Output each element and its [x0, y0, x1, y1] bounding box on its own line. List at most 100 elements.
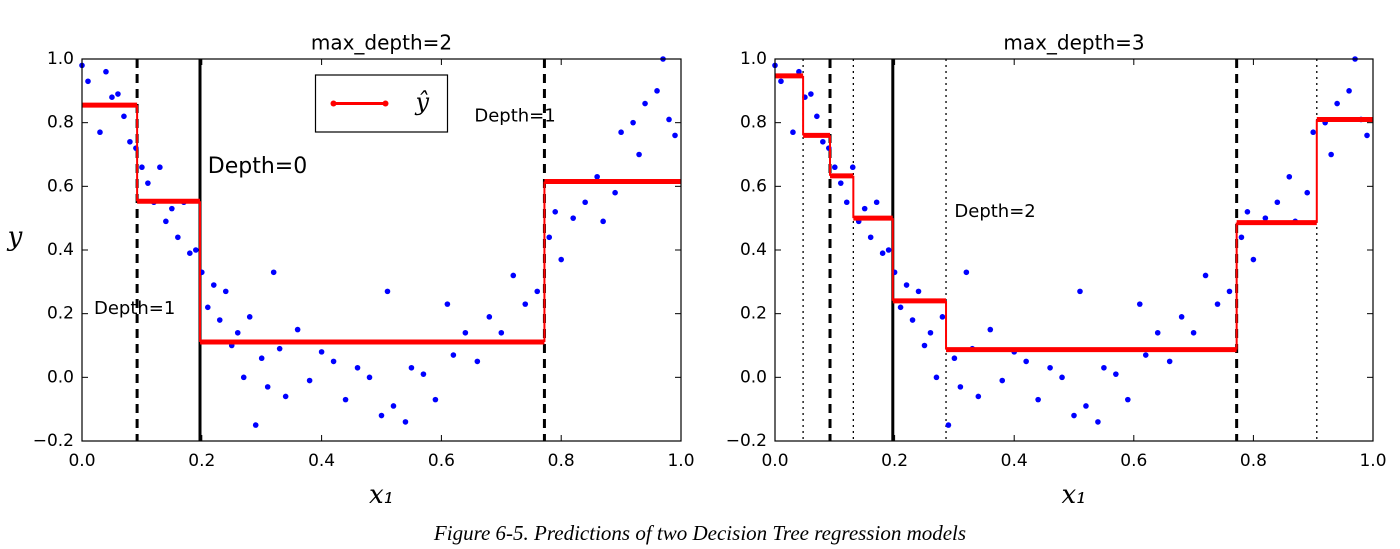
- point: [1202, 272, 1209, 279]
- point: [1178, 314, 1185, 320]
- point: [163, 218, 169, 225]
- point: [1304, 189, 1311, 196]
- point: [1154, 329, 1161, 336]
- point: [474, 358, 481, 365]
- legend-label: ŷ: [415, 88, 430, 116]
- point: [270, 269, 277, 276]
- annotation: Depth=1: [94, 298, 175, 319]
- x-tick-label: 1.0: [1359, 451, 1386, 471]
- point: [1328, 151, 1334, 158]
- y-tick-label: 0.0: [740, 367, 767, 387]
- point: [121, 113, 127, 120]
- point: [945, 422, 952, 428]
- point: [193, 247, 199, 253]
- point: [175, 234, 181, 241]
- y-tick-label: 0.2: [740, 304, 767, 324]
- point: [999, 377, 1006, 384]
- point: [187, 250, 193, 256]
- point: [1226, 288, 1233, 295]
- point: [594, 173, 600, 180]
- chart-title: max_depth=3: [1003, 31, 1144, 55]
- point: [642, 100, 648, 107]
- point: [240, 374, 247, 381]
- point: [861, 205, 868, 212]
- point: [378, 412, 385, 419]
- point: [1238, 234, 1245, 241]
- point: [1142, 352, 1149, 358]
- point: [843, 199, 850, 206]
- chart-title: max_depth=2: [311, 31, 452, 55]
- y-tick-label: 0.0: [47, 367, 74, 387]
- point: [1136, 301, 1143, 307]
- point: [1023, 358, 1029, 365]
- point: [1250, 256, 1257, 263]
- point: [408, 364, 415, 371]
- y-tick-label: 0.2: [47, 304, 74, 324]
- point: [402, 419, 409, 425]
- point: [210, 282, 217, 288]
- point: [1071, 412, 1077, 419]
- point: [963, 269, 970, 276]
- annotation: Depth=2: [954, 201, 1035, 222]
- point: [867, 234, 874, 241]
- point: [234, 329, 241, 336]
- y-tick-label: 0.4: [740, 240, 767, 260]
- point: [1334, 100, 1340, 107]
- point: [252, 422, 259, 428]
- point: [534, 288, 541, 295]
- point: [432, 396, 439, 403]
- point: [570, 215, 576, 221]
- point: [796, 68, 802, 75]
- x-tick-label: 0.2: [881, 451, 908, 471]
- x-tick-label: 0.4: [308, 451, 335, 471]
- point: [366, 374, 373, 381]
- point: [420, 371, 427, 377]
- point: [1274, 199, 1281, 206]
- point: [264, 384, 271, 390]
- point: [1364, 132, 1370, 139]
- point: [85, 78, 91, 85]
- y-tick-label: −0.2: [33, 431, 74, 451]
- point: [276, 345, 283, 352]
- point: [1262, 215, 1269, 221]
- x-tick-label: 0.2: [188, 451, 215, 471]
- point: [462, 329, 469, 336]
- point: [873, 199, 880, 206]
- point: [636, 151, 642, 158]
- point: [672, 132, 678, 139]
- point: [282, 393, 289, 400]
- point: [582, 199, 588, 206]
- annotation: Depth=0: [208, 154, 307, 179]
- point: [927, 329, 934, 336]
- point: [666, 116, 672, 123]
- y-tick-label: 0.6: [740, 176, 767, 196]
- y-tick-label: 1.0: [740, 49, 767, 69]
- y-axis-label: y: [7, 222, 23, 252]
- point: [169, 205, 175, 212]
- point: [384, 288, 391, 295]
- x-axis-label: x₁: [1061, 480, 1086, 510]
- point: [957, 384, 964, 390]
- x-tick-label: 0.0: [761, 451, 788, 471]
- point: [306, 377, 313, 384]
- point: [510, 272, 517, 279]
- point: [1166, 358, 1173, 365]
- point: [450, 352, 457, 358]
- point: [1035, 396, 1041, 403]
- point: [258, 355, 265, 362]
- point: [97, 129, 103, 136]
- point: [103, 68, 109, 75]
- point: [849, 164, 856, 171]
- y-tick-label: 1.0: [47, 49, 74, 69]
- point: [390, 403, 397, 409]
- point: [879, 250, 886, 256]
- legend-swatch: [382, 100, 389, 107]
- point: [618, 129, 624, 136]
- point: [975, 393, 982, 400]
- point: [790, 129, 796, 136]
- caption: Figure 6-5. Predictions of two Decision …: [433, 521, 966, 545]
- point: [139, 164, 145, 171]
- point: [157, 164, 163, 171]
- point: [1113, 371, 1119, 377]
- point: [294, 326, 301, 333]
